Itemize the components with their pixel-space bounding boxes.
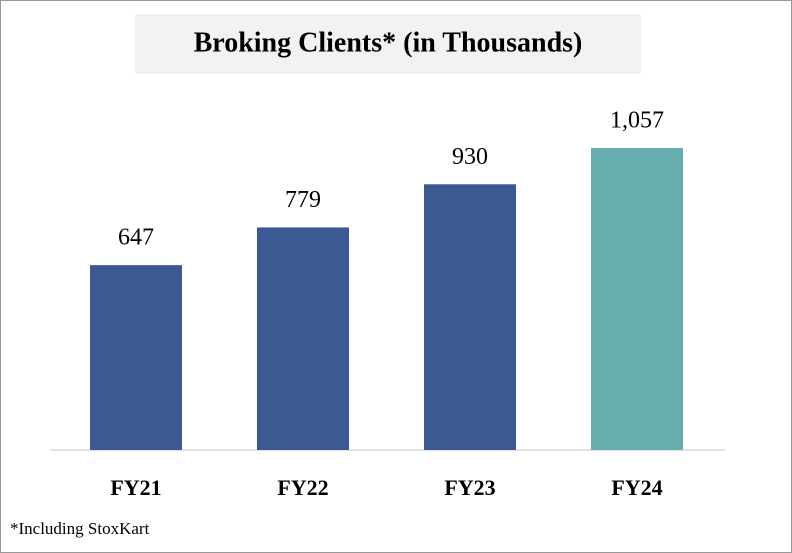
bar xyxy=(257,227,349,450)
x-tick-label: FY23 xyxy=(444,475,495,500)
bar xyxy=(424,184,516,451)
value-label: 779 xyxy=(285,187,321,213)
title-box xyxy=(135,14,641,74)
value-label: 1,057 xyxy=(610,108,664,134)
value-label: 930 xyxy=(452,144,488,170)
bar xyxy=(591,148,683,450)
chart-title: Broking Clients* (in Thousands) xyxy=(194,27,583,58)
x-tick-label: FY24 xyxy=(611,475,662,500)
value-label: 647 xyxy=(118,225,154,251)
x-tick-label: FY22 xyxy=(277,475,328,500)
bar xyxy=(90,265,182,450)
x-tick-label: FY21 xyxy=(110,475,161,500)
footnote: *Including StoxKart xyxy=(10,519,150,538)
